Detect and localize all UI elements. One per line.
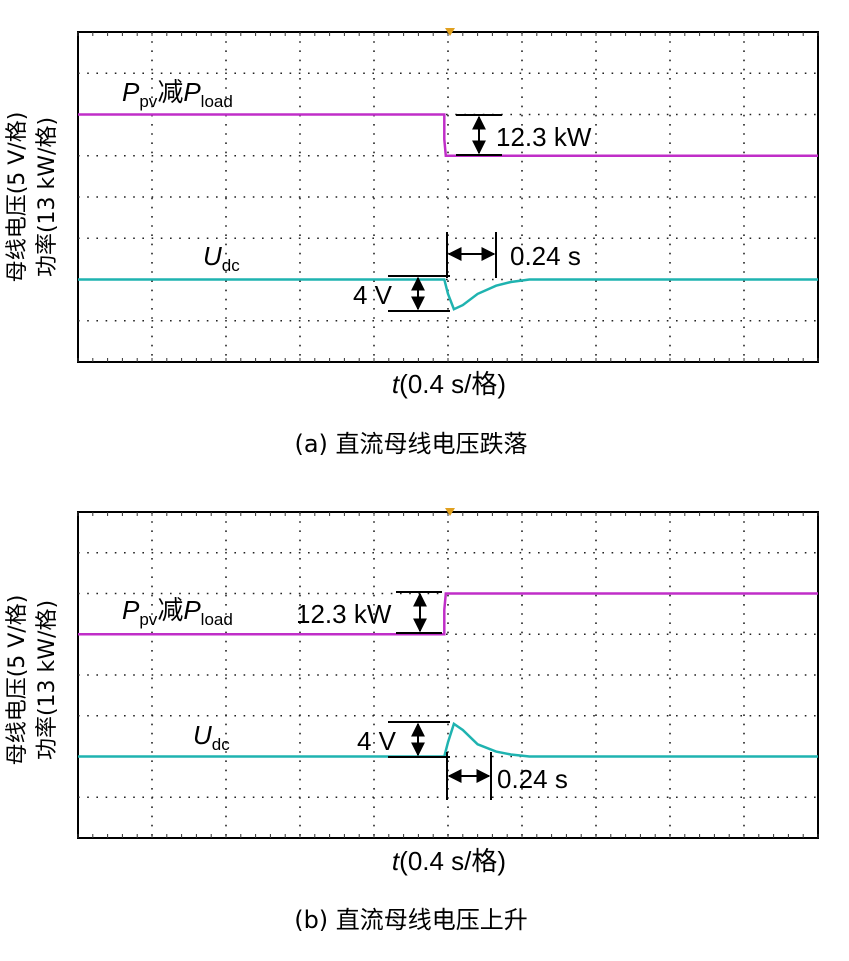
- panel-b: Ppv减Pload Udc 12.3 kW 4 V 0.24 s 母线电压(5 …: [5, 508, 819, 934]
- panel-a-xlabel: t(0.4 s/格): [392, 369, 506, 399]
- panel-a-ylabel-voltage: 母线电压(5 V/格): [5, 112, 30, 283]
- panel-b-p-trace: [78, 592, 818, 636]
- panel-a-p-trace: [78, 113, 818, 158]
- panel-a-ylabel-power: 功率(13 kW/格): [35, 117, 60, 277]
- panel-b-power-step-value: 12.3 kW: [296, 599, 392, 629]
- panel-a-p-label: Ppv减Pload: [122, 77, 233, 111]
- panel-a-recovery-value: 0.24 s: [510, 241, 581, 271]
- panel-b-ylabel-voltage: 母线电压(5 V/格): [5, 595, 30, 766]
- panel-b-p-label: Ppv减Pload: [122, 595, 233, 629]
- panel-a-trigger-marker: [445, 28, 455, 36]
- panel-a-recovery-annotation: [446, 232, 497, 278]
- panel-b-ylabel-power: 功率(13 kW/格): [35, 600, 60, 760]
- panel-b-trigger-marker: [445, 508, 455, 516]
- panel-b-caption: (b) 直流母线电压上升: [294, 906, 528, 934]
- panel-a-deviation-annotation: [388, 275, 450, 312]
- panel-b-deviation-annotation: [388, 721, 450, 758]
- panel-a-udc-trace: [78, 278, 818, 311]
- panel-b-recovery-annotation: [446, 752, 492, 800]
- panel-a-power-step-annotation: [456, 114, 502, 156]
- panel-b-recovery-value: 0.24 s: [497, 764, 568, 794]
- panel-a-udc-label: Udc: [203, 241, 240, 275]
- panel-a-deviation-value: 4 V: [353, 280, 393, 310]
- panel-a-power-step-value: 12.3 kW: [496, 122, 592, 152]
- panel-b-udc-trace: [78, 721, 818, 758]
- panel-a-caption: (a) 直流母线电压跌落: [294, 430, 527, 458]
- panel-b-deviation-value: 4 V: [357, 726, 397, 756]
- panel-a: Ppv减Pload Udc 12.3 kW 0.24 s 4 V 母线电压(5 …: [5, 28, 819, 458]
- panel-b-xlabel: t(0.4 s/格): [392, 846, 506, 876]
- panel-b-power-step-annotation: [396, 591, 442, 634]
- panel-b-udc-label: Udc: [193, 720, 230, 754]
